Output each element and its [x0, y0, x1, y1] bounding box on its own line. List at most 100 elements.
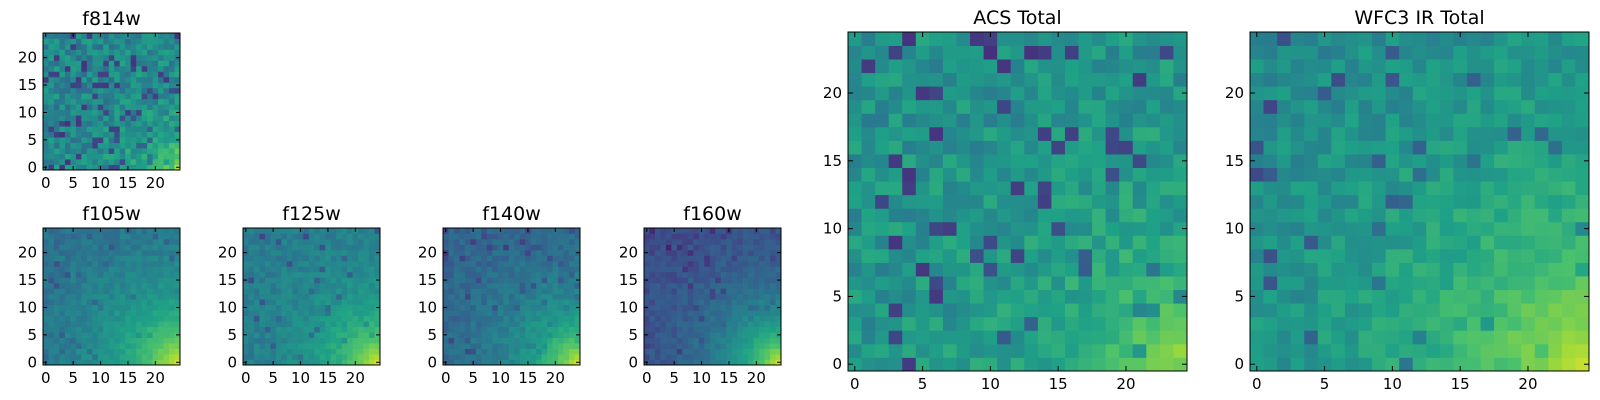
heatmap-cell — [158, 142, 164, 149]
heatmap-cell — [552, 238, 559, 245]
heatmap-cell — [770, 354, 776, 360]
heatmap-cell — [569, 260, 575, 267]
heatmap-cell — [48, 33, 55, 39]
heatmap-cell — [1480, 181, 1495, 196]
heatmap-cell — [1426, 140, 1441, 155]
heatmap-cell — [649, 343, 656, 349]
heatmap-cell — [275, 288, 282, 295]
heatmap-cell — [558, 255, 564, 262]
heatmap-cell — [86, 348, 93, 355]
heatmap-cell — [709, 326, 716, 333]
heatmap-cell — [574, 244, 581, 251]
heatmap-cell — [1494, 99, 1509, 114]
heatmap-cell — [1426, 32, 1441, 46]
heatmap-cell — [1146, 289, 1161, 304]
heatmap-cell — [43, 65, 49, 72]
heatmap-cell — [481, 354, 488, 360]
heatmap-cell — [698, 293, 705, 300]
heatmap-cell — [330, 266, 337, 273]
heatmap-cell — [64, 238, 71, 245]
heatmap-cell — [1051, 262, 1066, 277]
heatmap-cell — [693, 282, 700, 289]
heatmap-cell — [848, 357, 862, 372]
heatmap-cell — [1453, 221, 1468, 236]
heatmap-cell — [158, 164, 164, 171]
heatmap-cell — [530, 238, 537, 245]
heatmap-cell — [281, 255, 288, 262]
heatmap-cell — [330, 315, 337, 322]
heatmap-cell — [81, 164, 88, 171]
heatmap-cell — [330, 260, 337, 267]
heatmap-cell — [1561, 221, 1576, 236]
heatmap-cell — [281, 332, 288, 338]
heatmap-cell — [486, 332, 493, 338]
heatmap-cell — [75, 137, 82, 143]
heatmap-cell — [1480, 126, 1495, 141]
heatmap-cell — [1277, 181, 1292, 196]
heatmap-cell — [875, 303, 890, 318]
heatmap-cell — [352, 304, 359, 311]
heatmap-cell — [753, 315, 760, 322]
heatmap-cell — [503, 260, 510, 267]
heatmap-cell — [644, 343, 650, 349]
heatmap-cell — [486, 359, 493, 366]
heatmap-cell — [174, 33, 181, 39]
heatmap-cell — [374, 271, 381, 278]
heatmap-cell — [731, 277, 738, 284]
heatmap-cell — [48, 266, 55, 273]
heatmap-cell — [1561, 59, 1576, 74]
heatmap-cell — [1078, 276, 1093, 291]
heatmap-cell — [53, 266, 60, 273]
heatmap-cell — [1317, 86, 1332, 101]
heatmap-cell — [1064, 167, 1079, 182]
heatmap-cell — [86, 159, 93, 165]
heatmap-cell — [970, 316, 984, 331]
heatmap-cell — [43, 153, 49, 160]
heatmap-cell — [574, 348, 581, 355]
x-tick-label: 20 — [146, 369, 165, 387]
heatmap-cell — [114, 343, 121, 349]
heatmap-cell — [358, 343, 364, 349]
heatmap-cell — [726, 354, 733, 360]
heatmap-cell — [1051, 140, 1066, 155]
heatmap-cell — [709, 266, 716, 273]
heatmap-cell — [448, 321, 455, 328]
heatmap-cell — [64, 310, 71, 317]
heatmap-cell — [119, 109, 126, 116]
heatmap-cell — [481, 260, 488, 267]
heatmap-cell — [676, 293, 683, 300]
heatmap-cell — [243, 337, 249, 344]
heatmap-cell — [286, 359, 293, 366]
heatmap-cell — [363, 271, 370, 278]
heatmap-cell — [336, 244, 343, 251]
heatmap-cell — [81, 293, 88, 300]
heatmap-cell — [141, 337, 148, 344]
heatmap-cell — [363, 266, 370, 273]
heatmap-cell — [1092, 99, 1107, 114]
heatmap-cell — [253, 310, 260, 317]
heatmap-cell — [163, 249, 170, 256]
heatmap-cell — [481, 255, 488, 262]
heatmap-cell — [108, 348, 115, 355]
heatmap-cell — [464, 299, 471, 306]
heatmap-cell — [929, 154, 944, 168]
heatmap-cell — [147, 131, 153, 138]
x-tick-label: 20 — [747, 369, 766, 387]
heatmap-cell — [1146, 99, 1161, 114]
heatmap-cell — [363, 321, 370, 328]
heatmap-cell — [59, 76, 66, 83]
heatmap-cell — [709, 228, 716, 234]
heatmap-cell — [475, 271, 482, 278]
heatmap-cell — [1534, 276, 1549, 291]
heatmap-cell — [715, 321, 722, 328]
heatmap-cell — [1105, 45, 1120, 60]
heatmap-cell — [748, 315, 754, 322]
heatmap-cell — [92, 71, 99, 78]
heatmap-cell — [314, 249, 321, 256]
heatmap-cell — [59, 321, 66, 328]
heatmap-cell — [325, 310, 332, 317]
heatmap-cell — [497, 337, 504, 344]
heatmap-cell — [136, 255, 143, 262]
heatmap-cell — [259, 282, 266, 289]
heatmap-cell — [286, 233, 293, 240]
